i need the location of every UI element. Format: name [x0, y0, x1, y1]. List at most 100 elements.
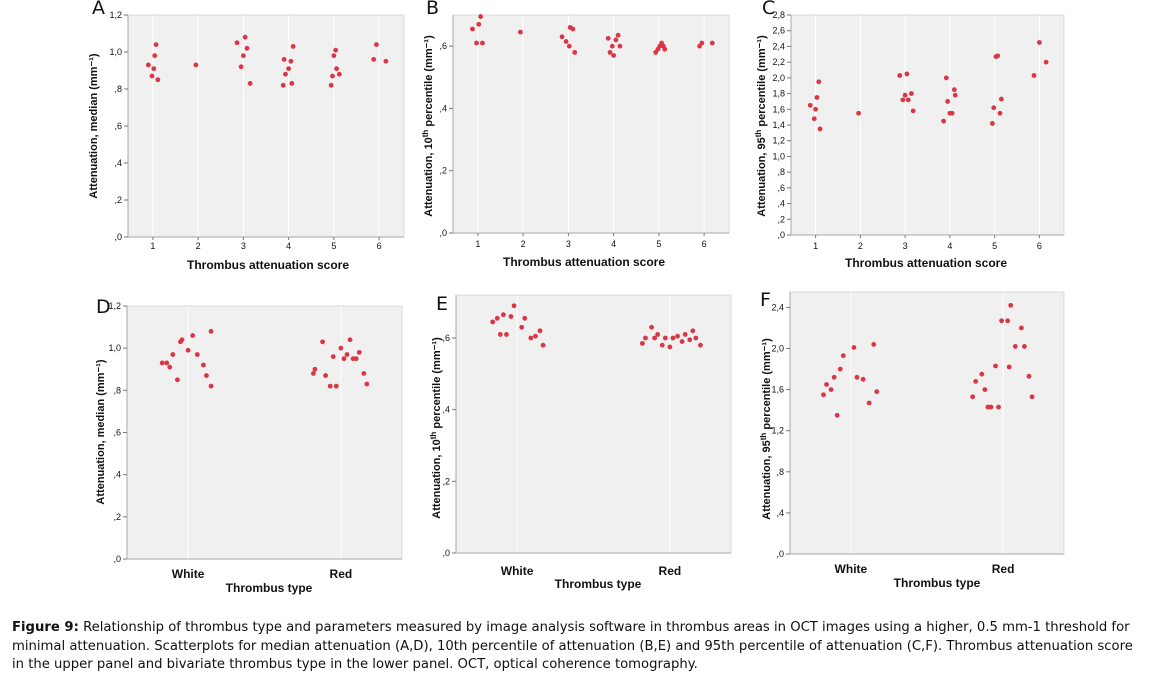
- data-point: [856, 110, 861, 116]
- data-point: [336, 71, 342, 77]
- data-point: [951, 87, 957, 93]
- x-tick-label: 1: [150, 241, 155, 251]
- data-point: [1043, 59, 1049, 65]
- data-point: [897, 73, 903, 78]
- data-point: [533, 333, 538, 339]
- y-tick-label: 1,8: [772, 89, 785, 99]
- y-tick-label: ,6: [777, 183, 785, 193]
- data-point: [353, 356, 359, 362]
- data-point: [874, 389, 880, 395]
- data-point: [988, 404, 994, 410]
- data-point: [679, 339, 685, 344]
- data-point: [659, 342, 665, 348]
- data-point: [528, 335, 534, 341]
- data-point: [699, 40, 705, 46]
- plot-frame: [452, 14, 730, 234]
- data-point: [662, 335, 668, 341]
- data-point: [234, 40, 240, 46]
- data-point: [185, 347, 191, 353]
- y-tick-label: ,4: [439, 103, 447, 113]
- data-point: [611, 53, 617, 58]
- data-point: [179, 337, 185, 343]
- y-tick-label: ,2: [114, 195, 122, 205]
- panel-letter: B: [426, 0, 439, 19]
- y-tick-label: ,8: [114, 84, 122, 94]
- data-point: [164, 360, 170, 366]
- data-point: [286, 66, 292, 72]
- data-point: [670, 335, 676, 341]
- y-tick-label: ,0: [114, 232, 122, 242]
- data-point: [995, 53, 1001, 59]
- y-tick-label: 1,0: [772, 151, 785, 161]
- plot-area: [128, 15, 404, 237]
- data-point: [999, 318, 1004, 324]
- y-tick-label: ,6: [439, 41, 447, 51]
- x-tick-label: 6: [377, 241, 382, 251]
- y-tick-label: ,6: [442, 333, 450, 343]
- data-point: [500, 312, 506, 318]
- x-tick-label: 5: [656, 239, 661, 249]
- plot-frame: [789, 291, 1065, 555]
- data-point: [200, 362, 206, 368]
- data-point: [943, 75, 949, 81]
- y-tick-label: 1,6: [772, 104, 785, 114]
- data-point: [153, 42, 159, 47]
- data-point: [639, 340, 645, 346]
- data-point: [280, 82, 286, 88]
- chart-panel-f: ,0 ,4 ,8 1,2 1,6 2,0 2,4 White Red Thrombus type A…: [759, 289, 1065, 590]
- chart-panel-a: ,0 ,2 ,4 ,6 ,8 1,0 1,2 1 2 3 4 5 6 Thrombus attenuati…: [88, 0, 405, 272]
- data-point: [208, 328, 214, 334]
- data-point: [609, 43, 615, 49]
- data-point: [572, 49, 578, 55]
- plot-area: [456, 295, 731, 553]
- data-point: [320, 339, 325, 345]
- data-point: [281, 57, 287, 62]
- data-point: [979, 371, 985, 377]
- data-point: [371, 57, 377, 62]
- y-tick-label: 1,6: [771, 385, 784, 395]
- data-point: [478, 14, 483, 19]
- x-axis-title: Thrombus type: [226, 581, 313, 595]
- data-point: [643, 335, 648, 341]
- x-tick-label: 6: [702, 239, 707, 249]
- data-point: [831, 374, 837, 380]
- y-axis-title: Attenuation, 95th percentile (mm⁻¹): [759, 338, 774, 520]
- data-point: [152, 53, 158, 59]
- data-point: [331, 53, 337, 59]
- data-point: [613, 37, 619, 43]
- data-point: [866, 400, 872, 406]
- data-point: [310, 371, 316, 376]
- y-tick-label: ,2: [113, 512, 121, 522]
- x-tick-label: 6: [1037, 241, 1042, 251]
- data-point: [904, 71, 910, 77]
- figure-caption: Figure 9: Relationship of thrombus type …: [12, 619, 1147, 675]
- x-tick-label: 4: [611, 239, 616, 249]
- data-point: [709, 40, 715, 46]
- data-point: [323, 373, 329, 378]
- y-tick-label: 1,0: [109, 47, 122, 57]
- data-point: [290, 44, 296, 49]
- data-point: [667, 344, 673, 350]
- data-point: [834, 412, 840, 418]
- data-point: [497, 332, 503, 337]
- data-point: [1036, 40, 1042, 45]
- data-point: [991, 105, 997, 111]
- y-tick-label: ,6: [114, 121, 122, 131]
- data-point: [655, 332, 661, 337]
- y-axis-title: Attenuation, median (mm⁻¹): [95, 359, 107, 504]
- data-point: [615, 32, 621, 38]
- data-point: [814, 95, 820, 100]
- plot-area: [791, 15, 1064, 235]
- data-point: [504, 332, 509, 337]
- data-point: [1031, 73, 1037, 78]
- data-point: [333, 383, 339, 389]
- data-point: [540, 342, 546, 348]
- data-point: [998, 96, 1004, 102]
- data-point: [1008, 302, 1014, 308]
- data-point: [194, 352, 200, 357]
- x-axis-title: Thrombus attenuation score: [187, 258, 349, 272]
- panel-letter: F: [760, 289, 771, 311]
- caption-label: Figure 9:: [12, 620, 79, 635]
- data-point: [828, 387, 834, 393]
- y-axis-title: Attenuation, median (mm⁻¹): [88, 53, 100, 198]
